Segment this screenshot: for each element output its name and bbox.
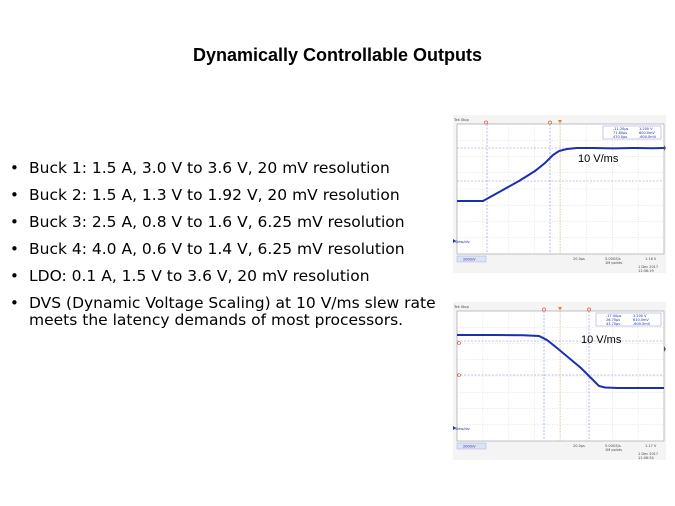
record-length: 1M points [605, 448, 622, 452]
time-scale: 20.0μs [573, 257, 585, 261]
cursor-readout-a-time: -17.00μs [606, 314, 622, 318]
slide-title: Dynamically Controllable Outputs [192, 45, 483, 65]
capture-time: 11:06:19 [638, 269, 654, 273]
capture-time: 11:06:34 [638, 456, 654, 460]
record-length: 1M points [605, 261, 622, 265]
cursor-readout-a-time: -11.20μs [613, 127, 629, 131]
bullet-buck4: Buck 4: 4.0 A, 0.6 V to 1.4 V, 6.25 mV r… [10, 241, 440, 259]
cursor-readout-delta-time: 470.0μs [613, 135, 627, 139]
scope-status: Tek Stop [453, 305, 470, 309]
cursor-readout-b-volt: 610.0mV [633, 318, 649, 322]
capture-date: 1 Dec 2017 [638, 265, 658, 269]
bullet-buck2: Buck 2: 1.5 A, 1.3 V to 1.92 V, 20 mV re… [10, 187, 440, 205]
scope-capture-falling: Tek Stop -17.00μs 1.200 V 26.70μs 610.0m [453, 302, 666, 460]
cursor-readout-b-volt: 600.0mV [639, 131, 655, 135]
slew-rate-label: 10 V/ms [581, 334, 622, 346]
capture-date: 1 Dec 2017 [638, 452, 658, 456]
time-scale: 20.0μs [573, 444, 585, 448]
bullet-buck1: Buck 1: 1.5 A, 3.0 V to 3.6 V, 20 mV res… [10, 160, 440, 178]
waveform-trace [457, 146, 665, 202]
scope-status: Tek Stop [453, 118, 470, 122]
cursor-readout-delta-time: 43.70μs [606, 322, 620, 326]
bullet-dvs: DVS (Dynamic Voltage Scaling) at 10 V/ms… [10, 295, 440, 329]
sample-rate: 5.00GS/s [605, 257, 621, 261]
trigger-level: 1.16 V [645, 257, 657, 261]
cursor-readout-a-volt: 1.200 V [639, 127, 653, 131]
slew-rate-label: 10 V/ms [578, 153, 619, 165]
channel-scale: 200mV [463, 258, 476, 262]
cursor-readout-delta-volt: -600.0mV [633, 322, 651, 326]
bullet-ldo: LDO: 0.1 A, 1.5 V to 3.6 V, 20 mV resolu… [10, 268, 440, 286]
trigger-level: 1.17 V [645, 444, 657, 448]
sample-rate: 5.00GS/s [605, 444, 621, 448]
cursor-readout-delta-volt: -600.0mV [639, 135, 657, 139]
svg-text:Slew/div: Slew/div [455, 240, 470, 244]
cursor-readout-a-volt: 1.200 V [633, 314, 647, 318]
scope-capture-rising: Tek Stop -11.20μs 1.200 V 71.80μs 6 [453, 115, 666, 273]
channel-scale: 200mV [463, 445, 476, 449]
waveform-trace [457, 334, 664, 389]
svg-text:Slew/div: Slew/div [455, 427, 470, 431]
cursor-readout-b-time: 26.70μs [606, 318, 620, 322]
feature-list: Buck 1: 1.5 A, 3.0 V to 3.6 V, 20 mV res… [10, 160, 440, 339]
cursor-readout-b-time: 71.80μs [613, 131, 627, 135]
bullet-buck3: Buck 3: 2.5 A, 0.8 V to 1.6 V, 6.25 mV r… [10, 214, 440, 232]
